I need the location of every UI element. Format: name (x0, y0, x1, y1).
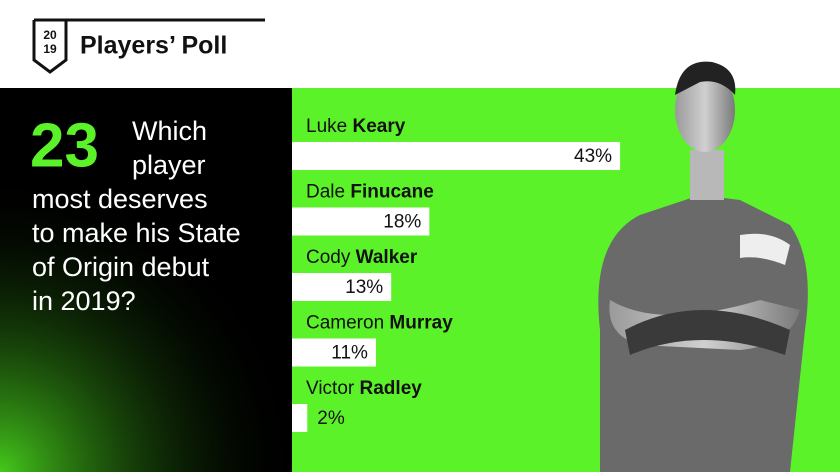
question-line: in 2019? (32, 286, 136, 316)
logo-year-bottom: 19 (43, 42, 57, 56)
value-label: 11% (331, 343, 368, 364)
player-photo (598, 61, 808, 472)
question-number: 23 (30, 111, 99, 180)
bar (292, 404, 308, 432)
bar (292, 142, 621, 170)
logo-year-top: 20 (43, 28, 57, 42)
bar (292, 338, 376, 367)
value-label: 43% (574, 146, 612, 167)
player-name: Dale Finucane (306, 182, 434, 203)
player-name: Victor Radley (306, 378, 422, 399)
question-glow (0, 88, 292, 472)
question-line: most deserves (32, 184, 208, 214)
value-label: 13% (345, 277, 383, 298)
player-name: Luke Keary (306, 116, 406, 137)
value-label: 18% (383, 212, 421, 233)
player-name: Cameron Murray (306, 313, 453, 334)
value-label: 2% (317, 408, 345, 429)
question-line: to make his State (32, 218, 241, 248)
bar-chart: Luke Keary 43% Dale Finucane 18% Cody Walker… (292, 116, 621, 432)
question-line: player (132, 150, 206, 180)
bar (292, 207, 430, 236)
header-title: Players’ Poll (80, 32, 227, 60)
player-name: Cody Walker (306, 247, 418, 268)
bar (292, 273, 392, 301)
logo-shield (32, 18, 265, 74)
question-line: Which (132, 116, 207, 146)
question-line: of Origin debut (32, 252, 210, 282)
